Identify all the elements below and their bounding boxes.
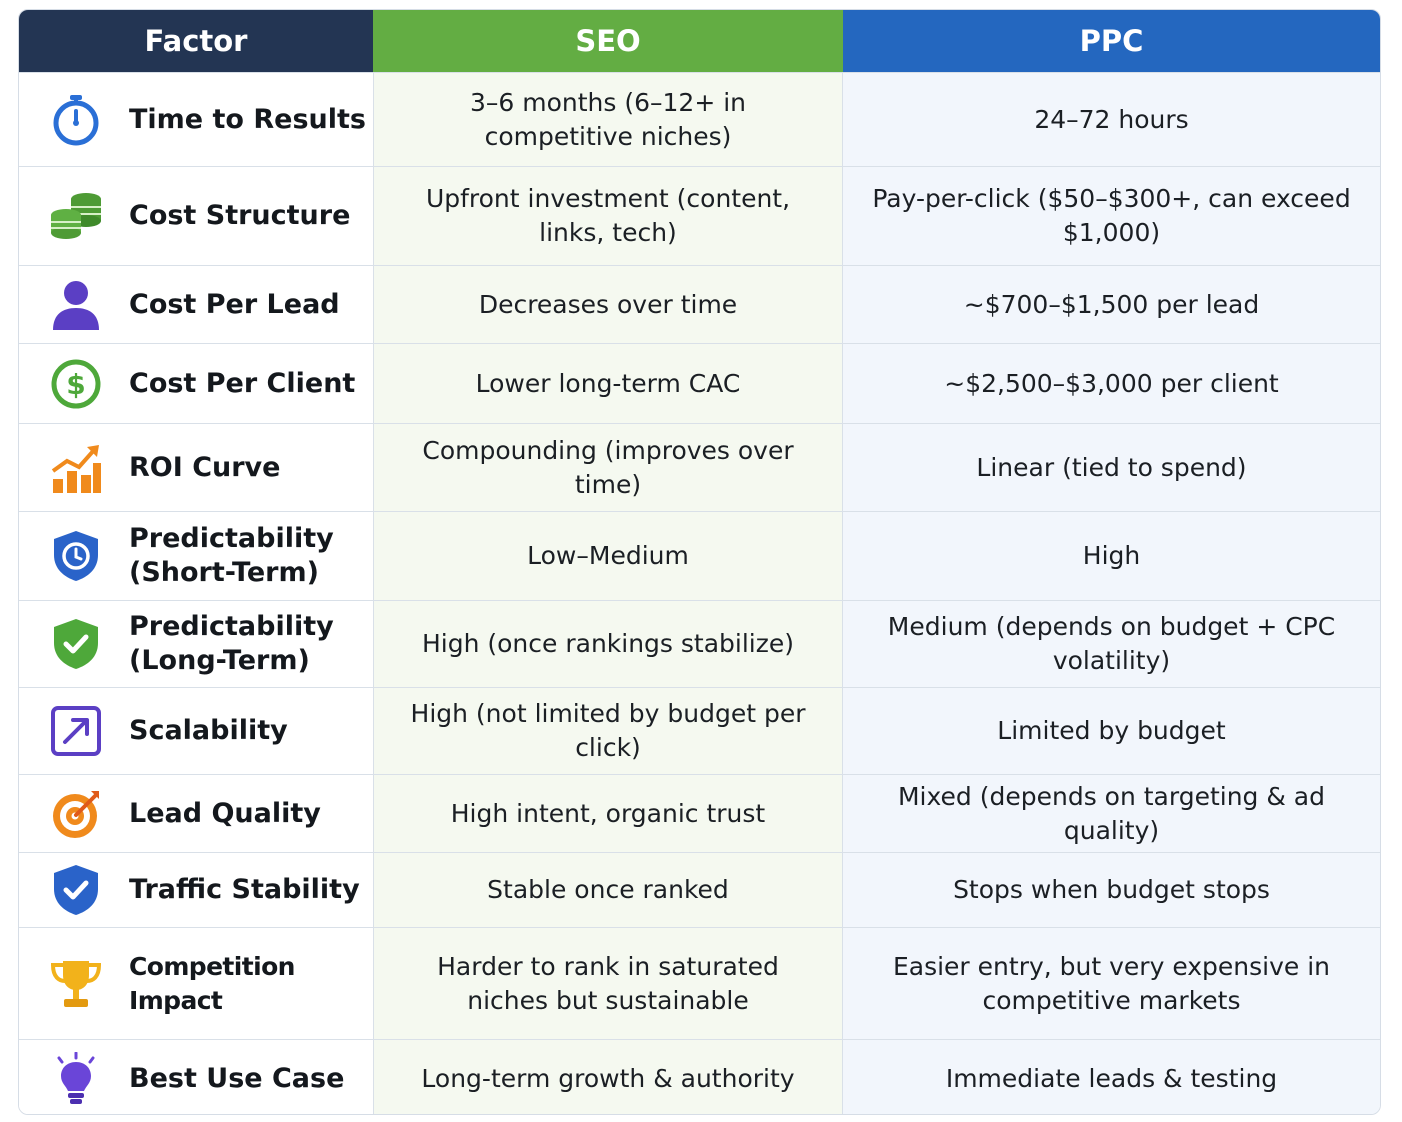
seo-cell: High (once rankings stabilize) bbox=[373, 600, 843, 687]
factor-cell: Competition Impact bbox=[19, 927, 373, 1039]
shield-check-green-icon bbox=[49, 617, 103, 671]
factor-label: Cost Per Client bbox=[129, 367, 356, 399]
factor-cell: Time to Results bbox=[19, 72, 373, 166]
factor-label: Traffic Stability bbox=[129, 874, 360, 905]
factor-label: Time to Results bbox=[129, 103, 367, 135]
shield-check-blue-icon bbox=[49, 863, 103, 917]
factor-label: Lead Quality bbox=[129, 797, 321, 829]
seo-cell: Decreases over time bbox=[373, 265, 843, 343]
seo-cell: 3–6 months (6–12+ in competitive niches) bbox=[373, 72, 843, 166]
factor-cell: Predictability (Short-Term) bbox=[19, 511, 373, 600]
ppc-cell: Medium (depends on budget + CPC volatili… bbox=[843, 600, 1380, 687]
factor-cell: Scalability bbox=[19, 687, 373, 774]
seo-cell: Harder to rank in saturated niches but s… bbox=[373, 927, 843, 1039]
ppc-cell: ~$2,500–$3,000 per client bbox=[843, 343, 1380, 423]
target-icon bbox=[49, 787, 103, 841]
person-icon bbox=[49, 278, 103, 332]
factor-label: ROI Curve bbox=[129, 451, 281, 483]
factor-cell: Cost Per Lead bbox=[19, 265, 373, 343]
seo-cell: Lower long-term CAC bbox=[373, 343, 843, 423]
factor-label: Predictability (Long-Term) bbox=[129, 611, 334, 676]
ppc-cell: Limited by budget bbox=[843, 687, 1380, 774]
ppc-cell: Linear (tied to spend) bbox=[843, 423, 1380, 511]
ppc-cell: Immediate leads & testing bbox=[843, 1039, 1380, 1114]
factor-label: Best Use Case bbox=[129, 1062, 345, 1094]
ppc-cell: Easier entry, but very expensive in comp… bbox=[843, 927, 1380, 1039]
seo-cell: High (not limited by budget per click) bbox=[373, 687, 843, 774]
factor-cell: ROI Curve bbox=[19, 423, 373, 511]
seo-cell: High intent, organic trust bbox=[373, 774, 843, 852]
factor-label: Cost Structure bbox=[129, 200, 351, 231]
ppc-cell: ~$700–$1,500 per lead bbox=[843, 265, 1380, 343]
factor-label: Cost Per Lead bbox=[129, 288, 340, 320]
factor-cell: Best Use Case bbox=[19, 1039, 373, 1114]
ppc-cell: High bbox=[843, 511, 1380, 600]
ppc-cell: Stops when budget stops bbox=[843, 852, 1380, 927]
seo-cell: Stable once ranked bbox=[373, 852, 843, 927]
shield-clock-icon bbox=[49, 529, 103, 583]
factor-cell: Cost Structure bbox=[19, 166, 373, 265]
seo-cell: Long-term growth & authority bbox=[373, 1039, 843, 1114]
header-ppc: PPC bbox=[843, 10, 1380, 72]
ppc-cell: 24–72 hours bbox=[843, 72, 1380, 166]
expand-arrow-icon bbox=[49, 704, 103, 758]
header-factor: Factor bbox=[19, 10, 373, 72]
lightbulb-icon bbox=[49, 1051, 103, 1106]
comparison-table: Factor SEO PPC Time to Results 3–6 month… bbox=[18, 9, 1381, 1115]
factor-cell: Lead Quality bbox=[19, 774, 373, 852]
factor-label: Predictability (Short-Term) bbox=[129, 523, 334, 588]
factor-label: Competition Impact bbox=[129, 951, 295, 1015]
factor-cell: Traffic Stability bbox=[19, 852, 373, 927]
coin-stack-icon bbox=[49, 189, 103, 243]
dollar-circle-icon: $ bbox=[49, 357, 103, 411]
factor-cell: $ Cost Per Client bbox=[19, 343, 373, 423]
header-seo: SEO bbox=[373, 10, 843, 72]
seo-cell: Upfront investment (content, links, tech… bbox=[373, 166, 843, 265]
stopwatch-icon bbox=[49, 93, 103, 147]
seo-cell: Compounding (improves over time) bbox=[373, 423, 843, 511]
ppc-cell: Mixed (depends on targeting & ad quality… bbox=[843, 774, 1380, 852]
trophy-icon bbox=[49, 957, 103, 1011]
factor-label: Scalability bbox=[129, 715, 288, 746]
seo-cell: Low–Medium bbox=[373, 511, 843, 600]
svg-text:$: $ bbox=[66, 368, 85, 401]
growth-chart-icon bbox=[49, 441, 103, 495]
ppc-cell: Pay-per-click ($50–$300+, can exceed $1,… bbox=[843, 166, 1380, 265]
factor-cell: Predictability (Long-Term) bbox=[19, 600, 373, 687]
